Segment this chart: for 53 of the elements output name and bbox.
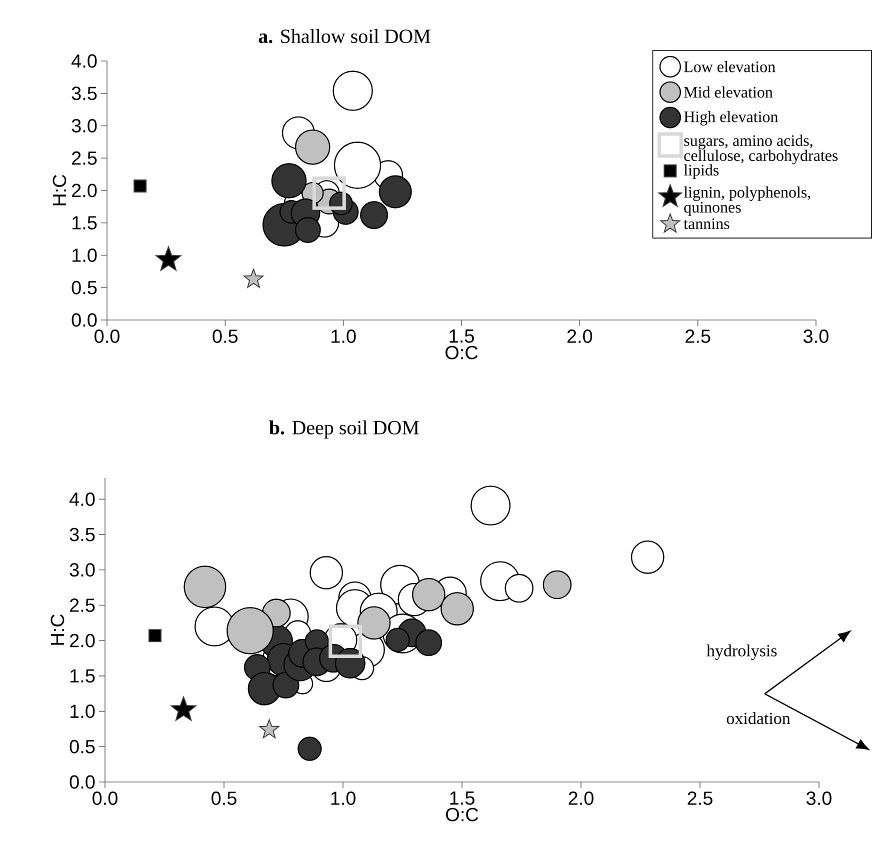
y-tick-label: 0.5: [72, 280, 97, 294]
x-tick-label: 0.5: [212, 792, 236, 805]
x-tick-label: 0.0: [92, 792, 118, 805]
annotation: hydrolysis: [706, 644, 777, 660]
legend-label: lipids: [684, 164, 719, 179]
x-tick-label: 3.0: [804, 330, 828, 343]
point: [328, 624, 362, 658]
point: [259, 719, 280, 738]
x-axis-title: O:C: [446, 346, 478, 360]
y-tick-label: 1.5: [72, 216, 97, 230]
y-tick-label: 1.5: [70, 669, 95, 683]
point: [156, 246, 182, 271]
legend-label: Low elevation: [684, 60, 776, 72]
y-tick-label: 2.0: [70, 634, 95, 648]
y-axis-title: H:C: [52, 174, 66, 206]
chart-title: b. Deep soil DOM: [269, 420, 419, 438]
x-tick-label: 3.0: [806, 792, 832, 805]
y-tick-label: 2.5: [70, 598, 95, 612]
legend-label: Mid elevation: [684, 86, 773, 98]
x-tick-label: 0.0: [94, 330, 120, 343]
point: [134, 179, 147, 192]
point: [170, 696, 196, 721]
x-tick-label: 1.5: [450, 330, 474, 343]
y-tick-label: 4.0: [70, 492, 95, 506]
x-tick-label: 2.0: [567, 330, 592, 343]
x-axis-title: O:C: [446, 808, 478, 822]
y-tick-label: 4.0: [71, 54, 97, 68]
y-tick-label: 3.0: [72, 119, 97, 132]
x-tick-label: 1.5: [450, 792, 474, 805]
x-tick-label: 0.5: [212, 330, 238, 343]
y-tick-label: 1.0: [70, 704, 95, 718]
x-tick-label: 2.0: [568, 792, 594, 805]
point: [312, 176, 346, 210]
y-tick-label: 2.5: [72, 151, 97, 165]
y-tick-label: 0.5: [70, 740, 95, 754]
y-axis-title: H:C: [50, 614, 64, 645]
x-tick-label: 1.0: [331, 792, 356, 805]
y-tick-label: 3.5: [72, 86, 97, 100]
chart-title: a. Shallow soil DOM: [258, 29, 430, 44]
point: [244, 268, 264, 288]
y-tick-label: 1.0: [72, 248, 97, 262]
y-tick-label: 0.0: [72, 313, 97, 327]
x-tick-label: 2.5: [686, 330, 710, 343]
legend-label: High elevation: [684, 110, 778, 126]
legend-label: tannins: [684, 218, 730, 230]
y-tick-label: 2.0: [72, 184, 97, 198]
x-tick-label: 1.0: [332, 330, 356, 343]
y-tick-label: 0.0: [70, 775, 95, 789]
x-tick-label: 2.5: [688, 792, 712, 805]
annotation: oxidation: [726, 712, 790, 724]
y-tick-label: 3.0: [70, 563, 95, 577]
point: [148, 629, 162, 642]
y-tick-label: 3.5: [70, 528, 95, 542]
